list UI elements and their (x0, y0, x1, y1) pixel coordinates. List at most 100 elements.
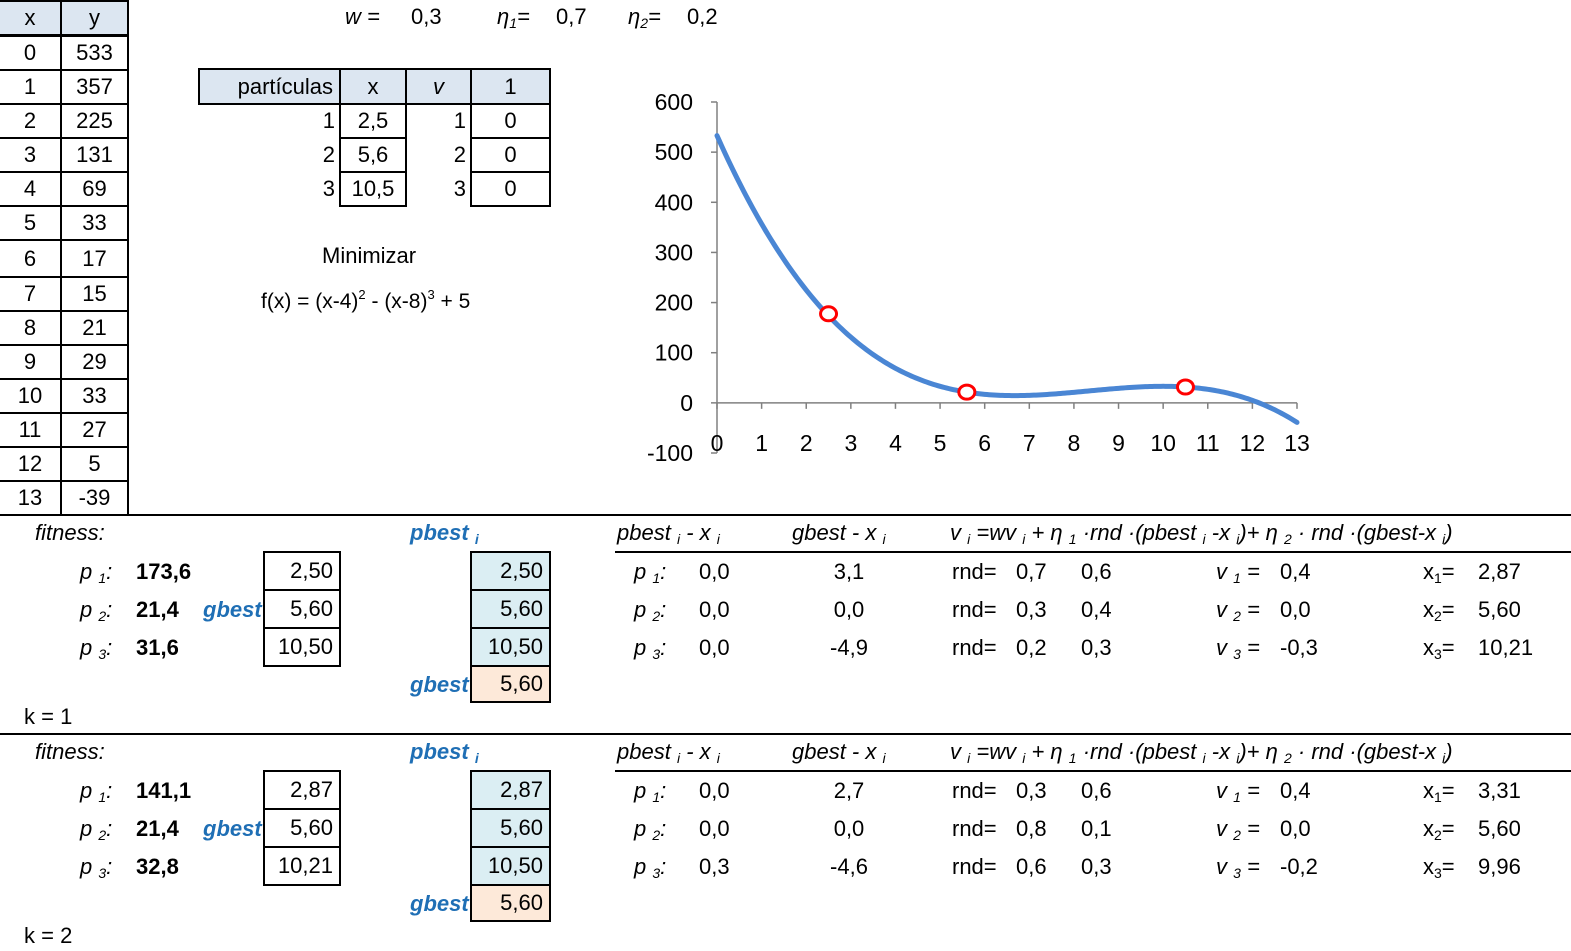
y-tick-label: 100 (655, 340, 693, 366)
series-line (714, 133, 1300, 425)
rnd1-value: 0,2 (1016, 635, 1047, 660)
velocity-formula-header: v i =wv i + η 1 ·rnd ·(pbest i -x i)+ η … (950, 739, 1453, 766)
iteration-label: k = 2 (24, 923, 73, 948)
position-value: 5,60 (263, 589, 341, 629)
x-tick-label: 10 (1150, 430, 1176, 456)
particle-label: p 3: (80, 854, 113, 881)
pbest-value: 10,50 (470, 627, 551, 667)
pbest-diff-value: 0,3 (699, 854, 730, 879)
y-tick-label: 0 (680, 390, 693, 416)
velocity-label: v 3 = (1216, 854, 1260, 881)
x-tick-label: 2 (800, 430, 813, 456)
velocity-formula-header: v i =wv i + η 1 ·rnd ·(pbest i -x i)+ η … (950, 520, 1453, 547)
xy-header-x: x (0, 0, 62, 36)
gbest-diff-value: -4,9 (830, 635, 868, 660)
new-position-value: 9,96 (1478, 854, 1521, 879)
x-tick-label: 3 (844, 430, 857, 456)
block-separator (0, 733, 1571, 735)
gbest-diff-value: 0,0 (833, 816, 865, 841)
velocity-value: 0,4 (1280, 559, 1311, 584)
velocity-label: v 2 = (1216, 816, 1260, 843)
rnd2-value: 0,4 (1081, 597, 1112, 622)
rnd1-value: 0,6 (1016, 854, 1047, 879)
pbest-diff-value: 0,0 (699, 816, 730, 841)
velocity-value: -0,3 (1280, 635, 1318, 660)
position-value: 10,50 (263, 627, 341, 667)
pbest-value: 2,87 (470, 770, 551, 810)
rnd2-value: 0,3 (1081, 635, 1112, 660)
gbest-value: 5,60 (470, 884, 551, 922)
new-position-value: 5,60 (1478, 597, 1521, 622)
y-tick-label: -100 (647, 440, 693, 466)
objective-formula: f(x) = (x-4)2 - (x-8)3 + 5 (261, 287, 471, 313)
particle-marker (819, 305, 839, 323)
fitness-value: 141,1 (136, 778, 192, 803)
y-tick-label: 500 (655, 139, 693, 165)
velocity-value: 0,0 (1280, 816, 1311, 841)
new-position-label: x1= (1423, 778, 1455, 805)
particle-v: 0 (470, 171, 551, 207)
eta1-value: 0,7 (556, 4, 587, 29)
header-underline (615, 551, 1571, 553)
y-tick-label: 300 (655, 239, 693, 265)
velocity-label: v 1 = (1216, 778, 1260, 805)
particle-marker (1175, 378, 1195, 396)
position-value: 5,60 (263, 808, 341, 848)
header-underline (615, 770, 1571, 772)
particle-label: p 1: (80, 778, 113, 805)
position-value: 2,50 (263, 551, 341, 591)
particle-v-index: 3 (453, 176, 466, 201)
x-tick-label: 8 (1068, 430, 1081, 456)
row-particle-label: p 1: (634, 559, 667, 586)
xy-header-y: y (60, 0, 129, 36)
x-tick-label: 13 (1284, 430, 1310, 456)
row-particle-label: p 3: (634, 854, 667, 881)
pbest-minus-x-header: pbest i - x i (617, 520, 720, 547)
rnd2-value: 0,6 (1081, 559, 1112, 584)
new-position-value: 2,87 (1478, 559, 1521, 584)
gbest-value: 5,60 (470, 665, 551, 703)
eta1-label: η1= (497, 4, 530, 31)
x-tick-label: 0 (711, 430, 724, 456)
new-position-value: 10,21 (1478, 635, 1534, 660)
rnd-label: rnd= (952, 559, 997, 584)
new-position-label: x1= (1423, 559, 1455, 586)
rnd2-value: 0,3 (1081, 854, 1112, 879)
gbest-label: gbest (410, 891, 469, 916)
fitness-value: 32,8 (136, 854, 179, 879)
pbest-diff-value: 0,0 (699, 778, 730, 803)
new-position-label: x3= (1423, 635, 1455, 662)
fitness-value: 21,4 (136, 597, 179, 622)
gbest-diff-value: 0,0 (833, 597, 865, 622)
particle-index: 2 (322, 142, 335, 167)
gbest-diff-value: -4,6 (830, 854, 868, 879)
particles-header-v: v (405, 68, 472, 105)
velocity-label: v 1 = (1216, 559, 1260, 586)
rnd1-value: 0,8 (1016, 816, 1047, 841)
w-value: 0,3 (411, 4, 442, 29)
x-tick-label: 11 (1196, 430, 1220, 456)
pbest-header: pbest i (410, 739, 479, 766)
new-position-value: 3,31 (1478, 778, 1521, 803)
y-tick-label: 400 (655, 189, 693, 215)
iteration-label: k = 1 (24, 704, 73, 729)
rnd-label: rnd= (952, 854, 997, 879)
fitness-label: fitness: (35, 739, 105, 764)
particle-label: p 1: (80, 559, 113, 586)
x-tick-label: 4 (889, 430, 902, 456)
new-position-value: 5,60 (1478, 816, 1521, 841)
rnd1-value: 0,3 (1016, 778, 1047, 803)
eta2-value: 0,2 (687, 4, 718, 29)
eta2-label: η2= (628, 4, 661, 31)
particle-x: 10,5 (339, 171, 407, 207)
row-particle-label: p 2: (634, 816, 667, 843)
velocity-value: -0,2 (1280, 854, 1318, 879)
new-position-label: x3= (1423, 854, 1455, 881)
particles-header: partículas (198, 68, 341, 105)
particle-v-index: 1 (453, 108, 466, 133)
pbest-value: 5,60 (470, 808, 551, 848)
new-position-label: x2= (1423, 816, 1455, 843)
fitness-value: 173,6 (136, 559, 192, 584)
rnd1-value: 0,3 (1016, 597, 1047, 622)
